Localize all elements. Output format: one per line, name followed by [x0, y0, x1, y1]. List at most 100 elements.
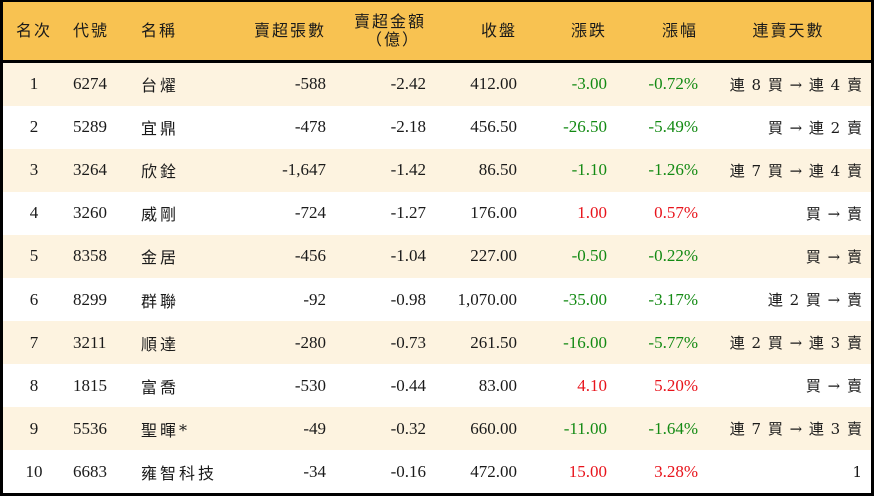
- cell-change: -35.00: [563, 289, 607, 309]
- header-code: 代號: [73, 20, 110, 40]
- cell-rank: 10: [25, 461, 43, 481]
- header-change: 漲跌: [570, 20, 607, 40]
- cell-name: 欣銓: [141, 162, 180, 182]
- cell-code: 8299: [73, 289, 107, 309]
- cell-streak: 連 8 買 → 連 4 賣: [729, 75, 863, 94]
- cell-close: 472.00: [470, 461, 517, 481]
- cell-change-pct: -1.64%: [648, 418, 698, 438]
- cell-streak: 買 → 賣: [805, 247, 863, 266]
- header-name: 名稱: [141, 20, 178, 40]
- cell-rank: 7: [29, 332, 39, 352]
- header-rank: 名次: [15, 20, 52, 40]
- cell-change: -11.00: [563, 418, 607, 438]
- cell-net-sell-amount: -0.44: [390, 375, 426, 395]
- cell-name: 金居: [141, 248, 180, 268]
- cell-close: 227.00: [470, 246, 517, 266]
- cell-net-sell-amount: -0.32: [390, 418, 426, 438]
- cell-rank: 2: [29, 117, 39, 137]
- net-sell-ranking-table: 名次 代號 名稱 賣超張數 賣超金額 （億） 收盤 漲跌 漲幅 連賣天數 1 6…: [3, 2, 871, 494]
- cell-streak: 1: [852, 462, 863, 481]
- cell-change: -3.00: [571, 74, 607, 94]
- cell-net-sell-lots: -34: [303, 461, 326, 481]
- cell-name: 宜鼎: [141, 119, 180, 139]
- table-row: 3 3264 欣銓 -1,647 -1.42 86.50 -1.10 -1.26…: [3, 148, 871, 192]
- cell-net-sell-lots: -1,647: [282, 160, 326, 180]
- cell-change: -26.50: [563, 117, 607, 137]
- cell-rank: 4: [29, 203, 39, 223]
- cell-change-pct: -0.72%: [648, 74, 698, 94]
- cell-code: 8358: [73, 246, 107, 266]
- cell-change-pct: 3.28%: [654, 461, 698, 481]
- cell-code: 3264: [73, 160, 107, 180]
- cell-change: -1.10: [571, 160, 607, 180]
- cell-code: 1815: [73, 375, 107, 395]
- cell-net-sell-lots: -49: [303, 418, 326, 438]
- cell-net-sell-amount: -0.98: [390, 289, 426, 309]
- header-streak: 連賣天數: [752, 20, 825, 40]
- table-row: 5 8358 金居 -456 -1.04 227.00 -0.50 -0.22%…: [3, 234, 871, 278]
- table-row: 7 3211 順達 -280 -0.73 261.50 -16.00 -5.77…: [3, 321, 871, 365]
- table-row: 6 8299 群聯 -92 -0.98 1,070.00 -35.00 -3.1…: [3, 277, 871, 322]
- table-row: 9 5536 聖暉* -49 -0.32 660.00 -11.00 -1.64…: [3, 407, 871, 451]
- header-net-sell-amount-line1: 賣超金額: [353, 11, 426, 31]
- cell-net-sell-amount: -0.73: [390, 332, 426, 352]
- cell-net-sell-lots: -530: [294, 375, 326, 395]
- header-close: 收盤: [480, 20, 517, 40]
- cell-rank: 5: [29, 246, 39, 266]
- cell-change-pct: -5.49%: [648, 117, 698, 137]
- cell-net-sell-lots: -478: [294, 117, 326, 137]
- cell-change-pct: 0.57%: [654, 203, 698, 223]
- cell-close: 660.00: [470, 418, 517, 438]
- cell-close: 1,070.00: [457, 289, 518, 309]
- cell-change: 1.00: [577, 203, 607, 223]
- cell-code: 3211: [73, 332, 107, 352]
- cell-code: 5289: [73, 117, 107, 137]
- header-change-pct: 漲幅: [661, 20, 698, 40]
- table-row: 2 5289 宜鼎 -478 -2.18 456.50 -26.50 -5.49…: [3, 105, 871, 149]
- cell-net-sell-lots: -280: [294, 332, 326, 352]
- cell-streak: 買 → 連 2 賣: [767, 118, 863, 137]
- cell-streak: 連 7 買 → 連 4 賣: [729, 161, 863, 180]
- cell-close: 261.50: [470, 332, 517, 352]
- cell-name: 順達: [141, 334, 180, 354]
- cell-net-sell-lots: -724: [294, 203, 326, 223]
- cell-name: 群聯: [141, 291, 180, 311]
- header-net-sell-amount-unit: （億）: [365, 29, 420, 49]
- cell-streak: 買 → 賣: [805, 377, 863, 396]
- cell-change: 4.10: [577, 375, 607, 395]
- cell-net-sell-amount: -2.18: [390, 117, 426, 137]
- cell-net-sell-amount: -1.42: [390, 160, 426, 180]
- cell-rank: 3: [29, 160, 39, 180]
- cell-net-sell-lots: -588: [294, 74, 326, 94]
- table-row: 10 6683 雍智科技 -34 -0.16 472.00 15.00 3.28…: [3, 450, 871, 494]
- cell-rank: 1: [29, 74, 39, 94]
- cell-close: 176.00: [470, 203, 517, 223]
- cell-close: 456.50: [470, 117, 517, 137]
- table-row: 4 3260 威剛 -724 -1.27 176.00 1.00 0.57% 買…: [3, 191, 871, 235]
- header-net-sell-lots: 賣超張數: [253, 20, 326, 40]
- cell-change-pct: 5.20%: [654, 375, 698, 395]
- cell-code: 3260: [73, 203, 107, 223]
- cell-streak: 買 → 賣: [805, 204, 863, 223]
- cell-name: 雍智科技: [141, 463, 218, 483]
- cell-code: 5536: [73, 418, 107, 438]
- cell-change-pct: -1.26%: [648, 160, 698, 180]
- cell-rank: 9: [29, 418, 39, 438]
- cell-net-sell-amount: -2.42: [390, 74, 426, 94]
- cell-change-pct: -5.77%: [648, 332, 698, 352]
- cell-change-pct: -0.22%: [648, 246, 698, 266]
- cell-close: 83.00: [478, 375, 517, 395]
- cell-code: 6274: [73, 74, 107, 94]
- cell-code: 6683: [73, 461, 107, 481]
- cell-close: 86.50: [478, 160, 517, 180]
- header-net-sell-amount: 賣超金額 （億）: [334, 2, 434, 61]
- cell-name: 聖暉*: [141, 420, 191, 440]
- cell-net-sell-lots: -92: [303, 289, 326, 309]
- cell-name: 威剛: [141, 205, 180, 225]
- cell-name: 台燿: [141, 76, 180, 96]
- cell-rank: 8: [29, 375, 39, 395]
- cell-change: -16.00: [563, 332, 607, 352]
- cell-streak: 連 2 買 → 連 3 賣: [729, 334, 863, 353]
- cell-streak: 連 7 買 → 連 3 賣: [729, 420, 863, 439]
- cell-net-sell-amount: -1.04: [390, 246, 426, 266]
